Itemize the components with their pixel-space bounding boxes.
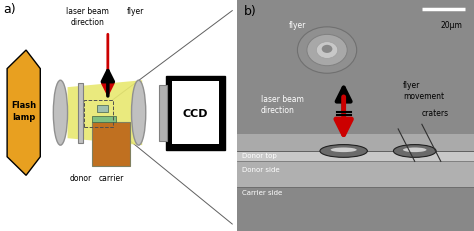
- Text: flyer: flyer: [127, 7, 144, 16]
- Text: Donor top: Donor top: [242, 152, 276, 158]
- Bar: [92, 122, 130, 166]
- Bar: [237, 151, 474, 162]
- Bar: [166, 76, 225, 150]
- Bar: [237, 0, 474, 134]
- Text: laser beam
direction: laser beam direction: [261, 95, 303, 115]
- Text: a): a): [4, 3, 16, 16]
- Text: craters: craters: [422, 109, 449, 118]
- Bar: [237, 162, 474, 187]
- Ellipse shape: [298, 28, 356, 74]
- Ellipse shape: [393, 145, 436, 158]
- Text: donor: donor: [70, 173, 92, 182]
- Text: Carrier side: Carrier side: [242, 189, 282, 195]
- Ellipse shape: [316, 43, 337, 59]
- Text: flyer: flyer: [289, 21, 307, 30]
- Bar: [78, 83, 83, 143]
- Bar: [237, 187, 474, 231]
- Ellipse shape: [403, 148, 427, 152]
- Bar: [172, 82, 219, 144]
- Bar: [97, 106, 108, 112]
- Polygon shape: [7, 51, 40, 176]
- Bar: [237, 134, 474, 157]
- Ellipse shape: [131, 81, 146, 146]
- Ellipse shape: [307, 35, 347, 67]
- Bar: [92, 116, 116, 123]
- Text: laser beam
direction: laser beam direction: [66, 7, 109, 27]
- Ellipse shape: [320, 145, 367, 158]
- Text: flyer
movement: flyer movement: [403, 81, 444, 101]
- Bar: [159, 85, 167, 141]
- Ellipse shape: [322, 46, 332, 54]
- Text: Donor side: Donor side: [242, 166, 279, 172]
- Text: Flash
lamp: Flash lamp: [11, 100, 36, 121]
- Polygon shape: [68, 81, 142, 146]
- Text: CCD: CCD: [183, 108, 208, 118]
- Text: b): b): [244, 5, 257, 18]
- Bar: [84, 100, 113, 127]
- Ellipse shape: [330, 148, 356, 152]
- Text: 20μm: 20μm: [440, 21, 462, 30]
- Ellipse shape: [53, 81, 68, 146]
- Text: carrier: carrier: [99, 173, 124, 182]
